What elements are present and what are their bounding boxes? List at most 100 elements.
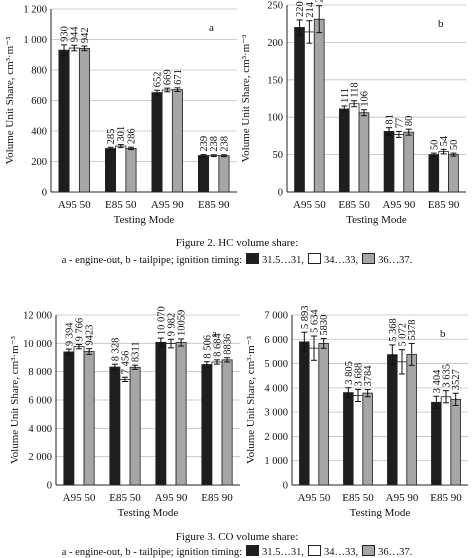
chart4-ytick-label: 6 000 [264,335,288,346]
chart2-category-label: A95 90 [383,199,416,211]
chart2-data-label: 54 [439,135,450,146]
chart1-bar-1-1 [58,49,70,193]
chart4-ytick-label: 7 000 [264,311,288,322]
chart3-data-label: 8 684 [213,332,224,356]
chart4-bar-4-2 [440,396,452,486]
chart2-bar-4-2 [438,151,449,193]
chart2-ytick-label: 50 [273,150,284,161]
chart1-bar-2-1 [105,148,117,193]
chart1-category-label: A95 50 [58,199,91,211]
chart3-data-label: 9 766 [75,318,86,342]
chart3-bar-1-2 [73,346,85,486]
chart4-bar-2-2 [352,395,364,486]
chart1-data-label: 652 [153,72,164,88]
chart2-bar-3-1 [383,131,395,193]
chart4-data-label: 5 634 [310,309,321,333]
chart2-bar-2-2 [348,103,360,193]
chart2-bar-1-1 [294,27,305,193]
figure2-legend: a - engine-out, b - tailpipe; ignition t… [0,253,474,266]
chart2-data-label: 118 [350,82,361,97]
chart3-ytick-label: 12 000 [23,311,52,322]
chart1-category-label: A95 90 [151,199,184,211]
chart3-data-label: 9 394 [64,322,75,346]
chart2-bar-4-1 [428,154,440,193]
chart4-y-axis-title: Volume Unit Share, cm³·m⁻³ [245,335,257,463]
chart1-data-label: 301 [116,126,127,142]
chart4-bar-1-1 [299,341,310,486]
chart2-category-label: E85 90 [428,199,460,211]
chart3-bar-1-3 [83,351,95,486]
chart1-ytick-label: 400 [31,127,47,138]
legend-swatch-white [307,253,321,264]
chart1-bar-3-2 [161,89,173,193]
chart2-data-label: 106 [359,91,370,107]
figure3-legend-prefix: a - engine-out, b - tailpipe; ignition t… [61,547,242,558]
chart4-bar-1-3 [318,343,329,486]
chart2-bar-3-3 [403,131,415,193]
chart2-data-label: 81 [385,114,396,125]
chart2-ytick-label: 0 [278,188,283,199]
chart2-data-label: 77 [394,118,405,129]
chart3-y-axis-title: Volume Unit Share, cm³·m⁻³ [9,335,21,463]
chart3-data-label: 9423 [85,325,96,346]
chart1-ytick-label: 0 [42,188,47,199]
chart1-bar-2-3 [125,147,137,193]
chart1-data-label: 671 [173,69,184,85]
chart1-data-label: 285 [106,129,117,145]
legend-swatch-gray [362,253,376,264]
chart3-bar-4-2 [211,361,223,486]
chart3-ytick-label: 10 000 [23,339,52,350]
legend-swatch-gray [362,545,376,556]
chart4-data-label: 5 072 [398,323,409,347]
chart2-data-label: 50 [449,140,460,151]
chart1-bar-1-3 [78,47,90,193]
figure2-legend-item-2: 34…33, [323,255,359,266]
chart4-data-label: 5378 [407,319,418,340]
chart4-category-label: A95 90 [386,492,419,504]
figure2-legend-item-1: 31.5…31, [261,255,304,266]
chart2-bar-4-3 [448,154,459,193]
chart1-bar-2-2 [115,145,127,193]
chart3-data-label: 8 328 [110,338,121,362]
chart2-panel-label: b [438,18,444,30]
chart4-ytick-label: 1 000 [264,456,288,467]
chart1-ytick-label: 600 [31,96,47,107]
figure3-legend-item-2: 34…33, [323,547,359,558]
chart1-ytick-label: 1 000 [23,35,47,46]
chart1-data-label: 942 [80,27,91,43]
chart1-bar-4-3 [218,155,230,193]
chart2-bar-2-1 [338,108,350,193]
chart4-data-label: 3 404 [432,369,443,393]
chart3-x-axis-title: Testing Mode [118,507,179,519]
chart4-data-label: 3 805 [344,361,355,385]
chart4-bar-3-2 [396,361,408,486]
chart4-bar-3-3 [406,353,417,486]
chart4-bar-2-1 [343,392,354,486]
chart3-bar-2-3 [129,366,141,486]
chart3-data-label: 8 506 [202,335,213,359]
chart3-category-label: E85 50 [109,492,141,504]
chart1-data-label: 238 [219,136,230,152]
chart2-data-label: 231 [315,0,326,3]
chart2-ytick-label: 200 [267,38,283,49]
chart3-panel-label: a [212,328,217,340]
chart1-data-label: 238 [209,136,220,152]
chart1-data-label: 669 [163,69,174,85]
chart2-category-label: E85 50 [338,199,370,211]
chart3-data-label: 10 070 [156,306,167,335]
chart3-bar-3-2 [165,343,177,486]
chart3-ytick-label: 2 000 [28,452,52,463]
chart4-panel-label: b [440,328,446,340]
chart3-data-label: 8311 [131,342,142,363]
chart4-bar-2-3 [362,392,373,486]
chart3-ytick-label: 0 [47,481,52,492]
chart3-category-label: A95 90 [155,492,188,504]
figure3-legend-item-3: 36…37. [378,547,413,558]
chart4-category-label: E85 90 [430,492,462,504]
chart4-data-label: 3784 [363,365,374,387]
chart3-ytick-label: 8 000 [28,367,52,378]
chart3-ytick-label: 6 000 [28,396,52,407]
chart2-x-axis-title: Testing Mode [346,214,407,226]
figure2-legend-item-3: 36…37. [378,255,413,266]
chart3-category-label: E85 90 [201,492,233,504]
